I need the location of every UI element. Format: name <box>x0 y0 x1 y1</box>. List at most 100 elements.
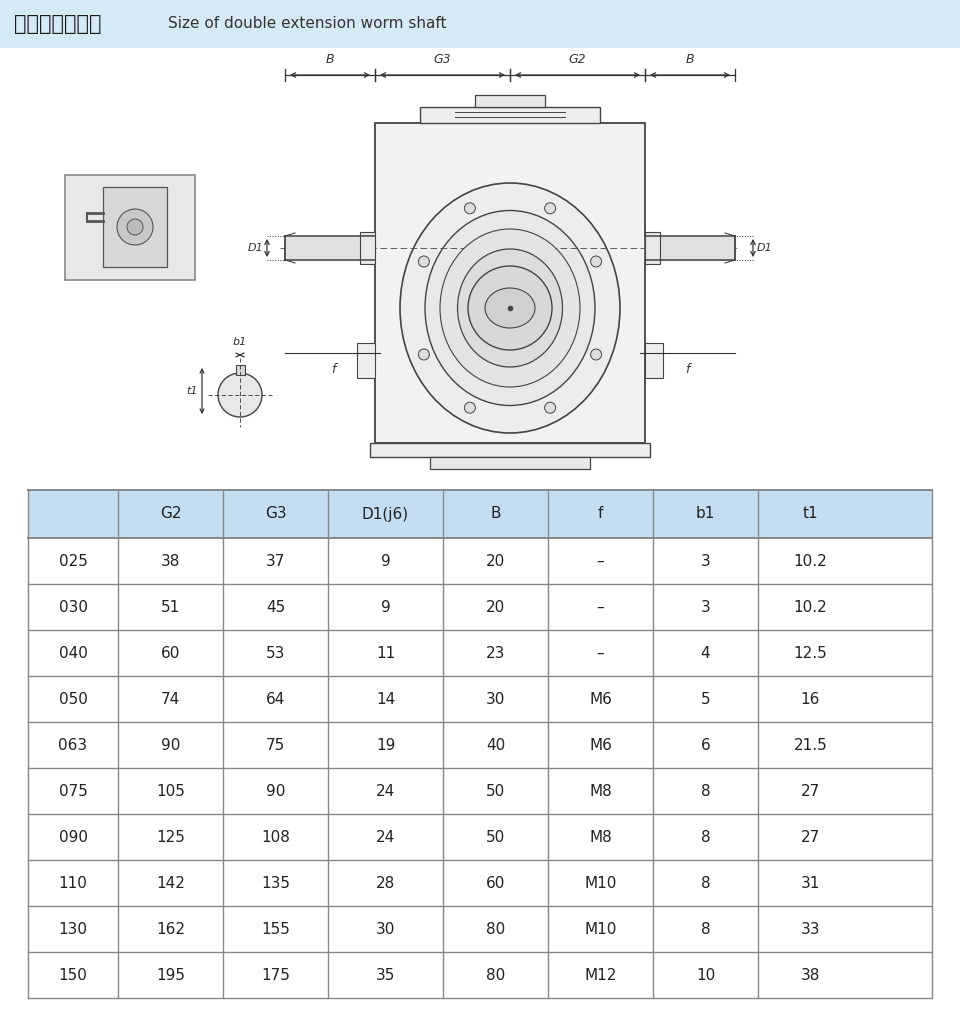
Text: 60: 60 <box>161 646 180 660</box>
FancyBboxPatch shape <box>370 443 650 457</box>
Text: 50: 50 <box>486 830 505 844</box>
Ellipse shape <box>425 211 595 406</box>
FancyBboxPatch shape <box>236 365 245 375</box>
Text: M6: M6 <box>589 737 612 753</box>
Text: 90: 90 <box>161 737 180 753</box>
Text: 37: 37 <box>266 554 285 569</box>
Text: 063: 063 <box>59 737 87 753</box>
FancyBboxPatch shape <box>0 0 960 48</box>
Text: t1: t1 <box>186 386 198 396</box>
Text: 040: 040 <box>59 646 87 660</box>
Text: 135: 135 <box>261 875 290 890</box>
Text: 11: 11 <box>376 646 396 660</box>
Text: –: – <box>597 646 604 660</box>
Circle shape <box>544 202 556 214</box>
Text: 64: 64 <box>266 691 285 707</box>
Ellipse shape <box>458 249 563 367</box>
FancyBboxPatch shape <box>420 107 600 123</box>
Text: G3: G3 <box>434 53 451 66</box>
Circle shape <box>465 403 475 413</box>
Text: 31: 31 <box>801 875 820 890</box>
Text: B: B <box>491 506 501 522</box>
FancyBboxPatch shape <box>475 96 545 107</box>
Text: D1: D1 <box>248 243 263 253</box>
Text: 45: 45 <box>266 600 285 614</box>
Text: 125: 125 <box>156 830 185 844</box>
Text: 8: 8 <box>701 875 710 890</box>
Text: 30: 30 <box>375 921 396 937</box>
Text: G3: G3 <box>265 506 286 522</box>
Ellipse shape <box>440 229 580 387</box>
Text: M8: M8 <box>589 784 612 799</box>
Text: 27: 27 <box>801 784 820 799</box>
Text: 38: 38 <box>801 967 820 983</box>
Text: –: – <box>597 554 604 569</box>
Text: G2: G2 <box>159 506 181 522</box>
Text: 50: 50 <box>486 784 505 799</box>
Text: 51: 51 <box>161 600 180 614</box>
Circle shape <box>419 349 429 360</box>
Text: 5: 5 <box>701 691 710 707</box>
Text: 16: 16 <box>801 691 820 707</box>
FancyBboxPatch shape <box>645 343 663 378</box>
Text: M6: M6 <box>589 691 612 707</box>
FancyBboxPatch shape <box>357 343 375 378</box>
Text: 025: 025 <box>59 554 87 569</box>
Text: 33: 33 <box>801 921 820 937</box>
FancyBboxPatch shape <box>28 490 932 538</box>
Circle shape <box>117 210 153 245</box>
Circle shape <box>468 266 552 350</box>
Text: 80: 80 <box>486 921 505 937</box>
FancyBboxPatch shape <box>28 490 932 998</box>
Text: 38: 38 <box>161 554 180 569</box>
Text: M12: M12 <box>585 967 616 983</box>
FancyBboxPatch shape <box>360 232 375 264</box>
Circle shape <box>590 256 602 267</box>
Text: 74: 74 <box>161 691 180 707</box>
Text: B: B <box>325 53 334 66</box>
Text: 075: 075 <box>59 784 87 799</box>
Text: t1: t1 <box>803 506 818 522</box>
Circle shape <box>544 403 556 413</box>
Text: 90: 90 <box>266 784 285 799</box>
Text: f: f <box>598 506 603 522</box>
Text: B: B <box>685 53 694 66</box>
Circle shape <box>218 373 262 417</box>
Text: 同向输入轴尺寸: 同向输入轴尺寸 <box>14 14 102 34</box>
Text: 130: 130 <box>59 921 87 937</box>
Text: 9: 9 <box>380 600 391 614</box>
Text: 21.5: 21.5 <box>794 737 828 753</box>
Text: 155: 155 <box>261 921 290 937</box>
Text: 14: 14 <box>376 691 396 707</box>
Text: 8: 8 <box>701 784 710 799</box>
Text: M10: M10 <box>585 875 616 890</box>
FancyBboxPatch shape <box>65 175 195 280</box>
Text: 19: 19 <box>375 737 396 753</box>
Text: f: f <box>684 363 689 376</box>
Text: 20: 20 <box>486 600 505 614</box>
FancyBboxPatch shape <box>103 187 167 267</box>
Text: Size of double extension worm shaft: Size of double extension worm shaft <box>168 16 446 32</box>
Text: G2: G2 <box>568 53 587 66</box>
Text: b1: b1 <box>233 337 247 347</box>
Text: 9: 9 <box>380 554 391 569</box>
Text: 3: 3 <box>701 600 710 614</box>
Text: 40: 40 <box>486 737 505 753</box>
FancyBboxPatch shape <box>430 457 590 469</box>
Text: 4: 4 <box>701 646 710 660</box>
Ellipse shape <box>400 183 620 433</box>
Text: 10.2: 10.2 <box>794 554 828 569</box>
Text: 8: 8 <box>701 921 710 937</box>
Text: 10.2: 10.2 <box>794 600 828 614</box>
Text: –: – <box>597 600 604 614</box>
Circle shape <box>127 219 143 235</box>
Text: D1: D1 <box>757 243 773 253</box>
Text: 050: 050 <box>59 691 87 707</box>
Text: 10: 10 <box>696 967 715 983</box>
Text: M8: M8 <box>589 830 612 844</box>
Text: 030: 030 <box>59 600 87 614</box>
Circle shape <box>590 349 602 360</box>
Text: 090: 090 <box>59 830 87 844</box>
Text: 27: 27 <box>801 830 820 844</box>
Text: 110: 110 <box>59 875 87 890</box>
